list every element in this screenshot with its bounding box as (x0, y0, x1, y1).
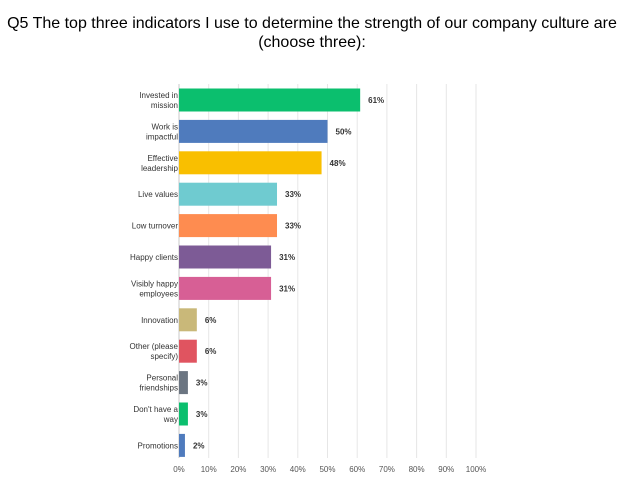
value-label: 3% (196, 379, 208, 388)
value-label: 31% (279, 253, 295, 262)
category-label: Low turnover (132, 222, 179, 231)
x-tick-label: 60% (349, 465, 365, 474)
x-tick-label: 40% (290, 465, 306, 474)
bar (179, 182, 278, 206)
x-tick-label: 30% (260, 465, 276, 474)
bar (179, 276, 272, 300)
bar (179, 433, 185, 457)
x-tick-label: 80% (409, 465, 425, 474)
bar (179, 245, 272, 269)
x-tick-label: 0% (173, 465, 185, 474)
x-tick-label: 70% (379, 465, 395, 474)
bar (179, 371, 188, 395)
category-label: Personal friendships (139, 374, 178, 393)
x-tick-label: 10% (201, 465, 217, 474)
value-label: 33% (285, 222, 301, 231)
bar (179, 402, 188, 426)
category-label: Don't have a way (133, 405, 178, 424)
bar (179, 339, 197, 363)
value-label: 50% (336, 127, 352, 136)
category-label: Work is impactful (146, 122, 178, 141)
value-label: 3% (196, 410, 208, 419)
value-label: 48% (330, 159, 346, 168)
value-label: 33% (285, 190, 301, 199)
category-label: Live values (138, 190, 178, 199)
bar (179, 88, 361, 112)
x-tick-label: 90% (438, 465, 454, 474)
x-tick-label: 50% (319, 465, 335, 474)
bar (179, 214, 278, 238)
bar (179, 308, 197, 332)
category-label: Visibly happy employees (131, 279, 178, 298)
chart-title: Q5 The top three indicators I use to det… (7, 15, 617, 51)
value-label: 6% (205, 316, 217, 325)
category-label: Effective leadership (141, 154, 178, 173)
value-label: 31% (279, 284, 295, 293)
x-tick-label: 100% (466, 465, 486, 474)
value-label: 6% (205, 347, 217, 356)
value-label: 61% (368, 96, 384, 105)
category-label: Invested in mission (139, 91, 178, 110)
x-tick-label: 20% (230, 465, 246, 474)
category-label: Happy clients (130, 253, 178, 262)
category-label: Innovation (141, 316, 178, 325)
bar (179, 119, 328, 143)
bar (179, 151, 322, 175)
category-label: Other (please specify) (130, 342, 179, 361)
category-label: Promotions (138, 441, 178, 450)
value-label: 2% (193, 441, 205, 450)
